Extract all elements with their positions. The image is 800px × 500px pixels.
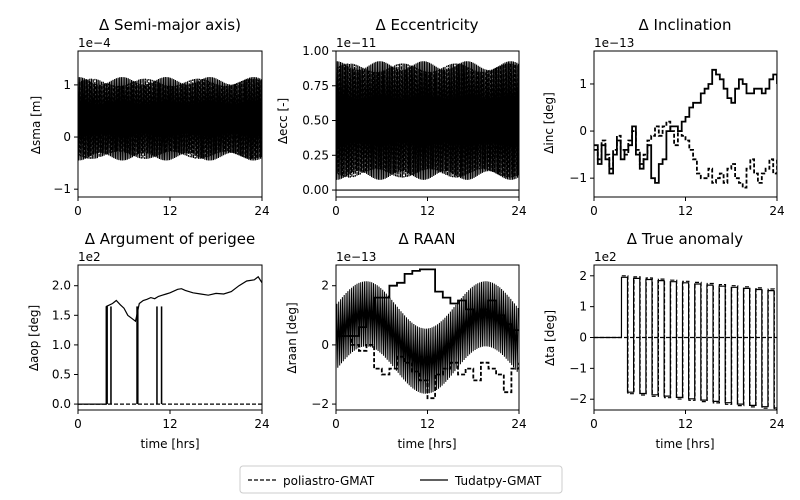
panel-title: Δ Argument of perigee bbox=[85, 230, 256, 248]
x-tick-label: 24 bbox=[769, 417, 784, 431]
x-axis-label: time [hrs] bbox=[655, 437, 714, 451]
y-tick-label: 0.75 bbox=[302, 79, 329, 93]
y-tick-label: 1.00 bbox=[302, 44, 329, 58]
x-tick-label: 12 bbox=[162, 204, 177, 218]
offset-label: 1e−13 bbox=[594, 36, 634, 50]
y-tick-label: 0.50 bbox=[302, 114, 329, 128]
panel-title: Δ Semi-major axis) bbox=[99, 16, 241, 34]
y-tick-label: 0 bbox=[579, 331, 587, 345]
x-tick-label: 12 bbox=[162, 417, 177, 431]
data-layer bbox=[336, 61, 519, 191]
x-tick-label: 0 bbox=[74, 417, 82, 431]
data-layer bbox=[594, 275, 777, 410]
x-tick-label: 0 bbox=[590, 417, 598, 431]
data-layer bbox=[78, 275, 262, 405]
x-tick-label: 12 bbox=[420, 417, 435, 431]
panel-inclination: Δ Inclination 1e−13 Δinc [deg] 0 12 24 −1 0 1 bbox=[542, 16, 785, 218]
plot-area: 0 12 24−101 bbox=[53, 50, 270, 218]
x-tick-label: 12 bbox=[420, 204, 435, 218]
y-tick-label: −1 bbox=[53, 182, 71, 196]
legend-label: Tudatpy-GMAT bbox=[454, 474, 542, 488]
panel-true-anomaly: Δ True anomaly 1e2 Δta [deg] time [hrs] … bbox=[543, 230, 785, 451]
x-tick-label: 0 bbox=[332, 417, 340, 431]
series-line-tudatpy bbox=[78, 76, 262, 161]
legend-frame bbox=[239, 465, 563, 494]
plot-area: 0 12 24 0.00 0.25 0.50 0.75 1.00 bbox=[302, 44, 526, 218]
data-layer bbox=[336, 268, 519, 400]
panel-title: Δ Eccentricity bbox=[375, 16, 478, 34]
series-line-tudatpy bbox=[78, 275, 262, 405]
y-tick-label: −2 bbox=[569, 392, 587, 406]
x-axis-label: time [hrs] bbox=[397, 437, 456, 451]
series-line-raan-dense bbox=[336, 281, 519, 394]
panel-argument-of-perigee: Δ Argument of perigee 1e2 Δaop [deg] tim… bbox=[27, 230, 270, 451]
y-tick-label: −1 bbox=[569, 171, 587, 185]
y-tick-label: 1.5 bbox=[52, 308, 71, 322]
panel-title: Δ True anomaly bbox=[627, 230, 744, 248]
plot-area: 0 12 24−202 bbox=[311, 264, 527, 431]
y-tick-label: 0.00 bbox=[302, 183, 329, 197]
data-layer bbox=[594, 68, 777, 189]
series-line-tudatpy bbox=[594, 68, 777, 184]
spike-block bbox=[105, 306, 108, 405]
x-tick-label: 0 bbox=[590, 204, 598, 218]
y-tick-label: 0.25 bbox=[302, 148, 329, 162]
spike-block bbox=[136, 306, 139, 405]
y-tick-label: 0.0 bbox=[52, 397, 71, 411]
y-axis-label: Δta [deg] bbox=[543, 310, 557, 366]
x-tick-label: 12 bbox=[678, 417, 693, 431]
x-tick-label: 24 bbox=[511, 417, 526, 431]
y-axis-label: Δaop [deg] bbox=[27, 305, 41, 371]
y-axis-label: Δinc [deg] bbox=[542, 92, 556, 154]
plot-area: 0 12 24 −1 0 1 bbox=[569, 50, 785, 218]
offset-label: 1e2 bbox=[594, 250, 617, 264]
legend-label: poliastro-GMAT bbox=[283, 474, 375, 488]
y-axis-label: Δsma [m] bbox=[29, 96, 43, 154]
series-line-tudatpy bbox=[594, 276, 777, 409]
y-tick-label: 2 bbox=[579, 269, 587, 283]
y-tick-label: 2 bbox=[321, 279, 329, 293]
x-tick-label: 0 bbox=[74, 204, 82, 218]
x-tick-label: 24 bbox=[254, 417, 269, 431]
y-tick-label: 0 bbox=[63, 130, 71, 144]
offset-label: 1e−11 bbox=[336, 36, 376, 50]
y-axis-label: Δecc [-] bbox=[276, 98, 290, 144]
spike-block bbox=[110, 306, 112, 405]
offset-label: 1e−4 bbox=[78, 36, 111, 50]
data-layer bbox=[78, 76, 262, 161]
offset-label: 1e2 bbox=[78, 250, 101, 264]
panel-raan: Δ RAAN 1e−13 Δraan [deg] time [hrs] 0 12 2… bbox=[285, 230, 527, 451]
x-tick-label: 24 bbox=[769, 204, 784, 218]
spike-block bbox=[156, 306, 158, 405]
spike-block bbox=[160, 306, 163, 405]
panel-semi-major-axis: Δ Semi-major axis) 1e−4 Δsma [m] 0 12 24 −1… bbox=[29, 16, 270, 218]
series-line-poliastro bbox=[621, 275, 777, 410]
legend: poliastro-GMAT Tudatpy-GMAT bbox=[239, 465, 563, 494]
series-line-tudatpy bbox=[336, 61, 519, 180]
offset-label: 1e−13 bbox=[336, 250, 376, 264]
panel-eccentricity: Δ Eccentricity 1e−11 Δecc [-] 0 12 240.000… bbox=[276, 16, 527, 218]
y-tick-label: 0.5 bbox=[52, 367, 71, 381]
y-axis-label: Δraan [deg] bbox=[285, 302, 299, 373]
y-tick-label: 0 bbox=[579, 124, 587, 138]
panel-title: Δ RAAN bbox=[398, 230, 455, 248]
axes-frame bbox=[593, 50, 778, 198]
x-tick-label: 24 bbox=[511, 204, 526, 218]
y-tick-label: 2.0 bbox=[52, 279, 71, 293]
x-axis-label: time [hrs] bbox=[140, 437, 199, 451]
y-tick-label: 1 bbox=[579, 77, 587, 91]
y-tick-label: 0 bbox=[321, 338, 329, 352]
y-tick-label: 1.0 bbox=[52, 338, 71, 352]
x-tick-label: 0 bbox=[332, 204, 340, 218]
y-tick-label: 1 bbox=[579, 300, 587, 314]
x-tick-label: 24 bbox=[254, 204, 269, 218]
plot-area: 0 12 24 0.0 0.5 1.0 1.5 2.0 bbox=[52, 264, 270, 431]
y-tick-label: −2 bbox=[311, 397, 329, 411]
x-tick-label: 12 bbox=[678, 204, 693, 218]
y-tick-label: −1 bbox=[569, 361, 587, 375]
y-tick-label: 1 bbox=[63, 78, 71, 92]
panel-title: Δ Inclination bbox=[639, 16, 732, 34]
